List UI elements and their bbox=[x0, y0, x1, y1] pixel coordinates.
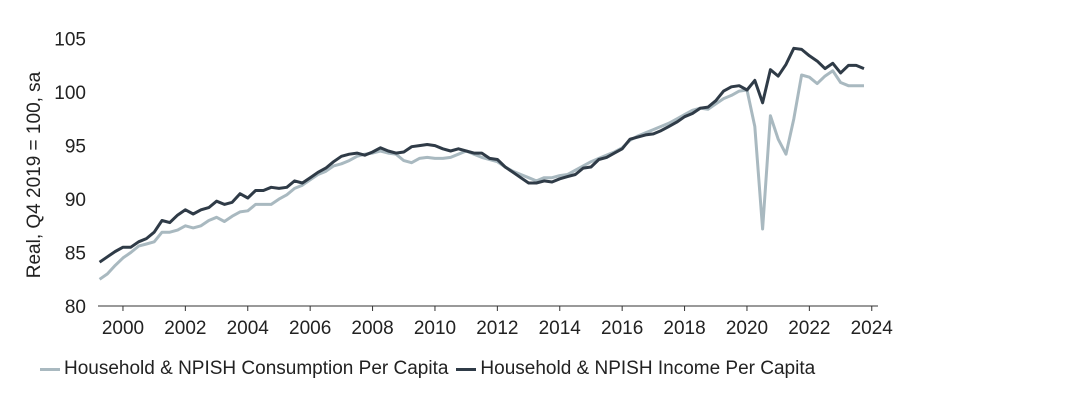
x-tick-label: 2012 bbox=[476, 318, 518, 339]
y-axis-title: Real, Q4 2019 = 100, sa bbox=[24, 71, 45, 278]
x-tick-label: 2004 bbox=[227, 318, 270, 339]
x-tick-label: 2016 bbox=[601, 318, 643, 339]
legend-swatch-income bbox=[456, 367, 477, 371]
y-tick-label: 90 bbox=[65, 190, 86, 211]
line-chart: 2000 2002 2004 2006 2008 2010 2012 2014 2016 2018… bbox=[24, 30, 894, 339]
y-tick-label: 80 bbox=[65, 297, 86, 318]
x-tick-label: 2002 bbox=[164, 318, 206, 339]
series-line-consumption bbox=[98, 69, 864, 281]
y-tick-label: 85 bbox=[65, 244, 86, 265]
legend-swatch-consumption bbox=[40, 367, 60, 371]
series-line-income bbox=[98, 46, 865, 264]
x-tick-label: 2006 bbox=[289, 318, 331, 339]
x-tick-label: 2008 bbox=[351, 318, 393, 339]
legend-label-income: Household & NPISH Income Per Capita bbox=[480, 358, 816, 379]
y-tick-label: 105 bbox=[54, 30, 86, 51]
y-tick-label: 95 bbox=[65, 137, 86, 158]
legend-item-income: Household & NPISH Income Per Capita bbox=[456, 358, 815, 380]
x-tick-label: 2010 bbox=[414, 318, 456, 339]
x-tick-label: 2014 bbox=[539, 318, 582, 339]
series-layer bbox=[98, 46, 865, 281]
x-tick-label: 2000 bbox=[102, 318, 144, 339]
y-tick-label: 100 bbox=[54, 83, 86, 104]
x-axis-ticks: 2000 2002 2004 2006 2008 2010 2012 2014 2016 2018… bbox=[102, 306, 894, 339]
x-tick-label: 2020 bbox=[726, 318, 768, 339]
y-axis-ticks: 80 85 90 95 100 105 bbox=[54, 30, 86, 318]
legend-item-consumption: Household & NPISH Consumption Per Capita bbox=[40, 358, 448, 380]
x-tick-label: 2018 bbox=[663, 318, 705, 339]
x-tick-label: 2022 bbox=[788, 318, 830, 339]
chart-legend: Household & NPISH Consumption Per Capita… bbox=[40, 358, 823, 380]
legend-label-consumption: Household & NPISH Consumption Per Capita bbox=[64, 358, 449, 379]
x-tick-label: 2024 bbox=[851, 318, 894, 339]
